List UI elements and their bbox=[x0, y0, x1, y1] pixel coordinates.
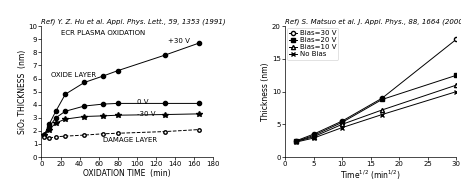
X-axis label: Time$^{1/2}$ (min$^{1/2}$): Time$^{1/2}$ (min$^{1/2}$) bbox=[340, 169, 401, 182]
Bias=20 V bbox=[311, 134, 316, 137]
Bias=20 V bbox=[454, 74, 459, 76]
Bias=30 V bbox=[379, 97, 385, 99]
Bias=20 V bbox=[379, 98, 385, 101]
Bias=20 V bbox=[339, 121, 345, 124]
Bias=20 V bbox=[294, 140, 299, 142]
Legend: Bias=30 V, Bias=20 V, Bias=10 V, No Bias: Bias=30 V, Bias=20 V, Bias=10 V, No Bias bbox=[287, 28, 338, 59]
Text: 0 V: 0 V bbox=[137, 99, 148, 105]
Text: ECR PLASMA OXIDATION: ECR PLASMA OXIDATION bbox=[60, 30, 145, 36]
Text: -30 V: -30 V bbox=[137, 111, 155, 117]
Text: Ref) Y. Z. Hu et al. Appl. Phys. Lett.: Ref) Y. Z. Hu et al. Appl. Phys. Lett. bbox=[41, 9, 165, 16]
Bias=30 V bbox=[294, 140, 299, 142]
Line: No Bias: No Bias bbox=[294, 90, 459, 144]
Bias=30 V bbox=[339, 120, 345, 122]
No Bias bbox=[339, 126, 345, 129]
No Bias bbox=[379, 113, 385, 116]
Y-axis label: SiO₂ THICKNESS  (nm): SiO₂ THICKNESS (nm) bbox=[18, 50, 27, 134]
Line: Bias=10 V: Bias=10 V bbox=[294, 83, 459, 143]
Bias=10 V bbox=[294, 140, 299, 142]
Bias=10 V bbox=[339, 123, 345, 125]
No Bias bbox=[294, 141, 299, 143]
Text: DAMAGE LAYER: DAMAGE LAYER bbox=[103, 137, 158, 143]
X-axis label: OXIDATION TIME  (min): OXIDATION TIME (min) bbox=[83, 169, 171, 178]
No Bias bbox=[454, 91, 459, 93]
Text: +30 V: +30 V bbox=[168, 38, 190, 44]
Text: Ref) S. Matsuo et al. J. Appl. Phys., 88, 1664 (2000): Ref) S. Matsuo et al. J. Appl. Phys., 88… bbox=[285, 18, 461, 25]
Line: Bias=30 V: Bias=30 V bbox=[294, 37, 459, 143]
Text: OXIDE LAYER: OXIDE LAYER bbox=[51, 72, 96, 78]
Bias=30 V bbox=[311, 133, 316, 135]
Bias=10 V bbox=[311, 136, 316, 138]
No Bias bbox=[311, 137, 316, 139]
Bias=10 V bbox=[379, 109, 385, 111]
Line: Bias=20 V: Bias=20 V bbox=[294, 73, 459, 143]
Bias=30 V bbox=[454, 38, 459, 40]
Y-axis label: Thickness (nm): Thickness (nm) bbox=[261, 62, 271, 121]
Bias=10 V bbox=[454, 84, 459, 86]
Text: Ref) Y. Z. Hu et al. Appl. Phys. Lett., 59, 1353 (1991): Ref) Y. Z. Hu et al. Appl. Phys. Lett., … bbox=[41, 18, 226, 25]
